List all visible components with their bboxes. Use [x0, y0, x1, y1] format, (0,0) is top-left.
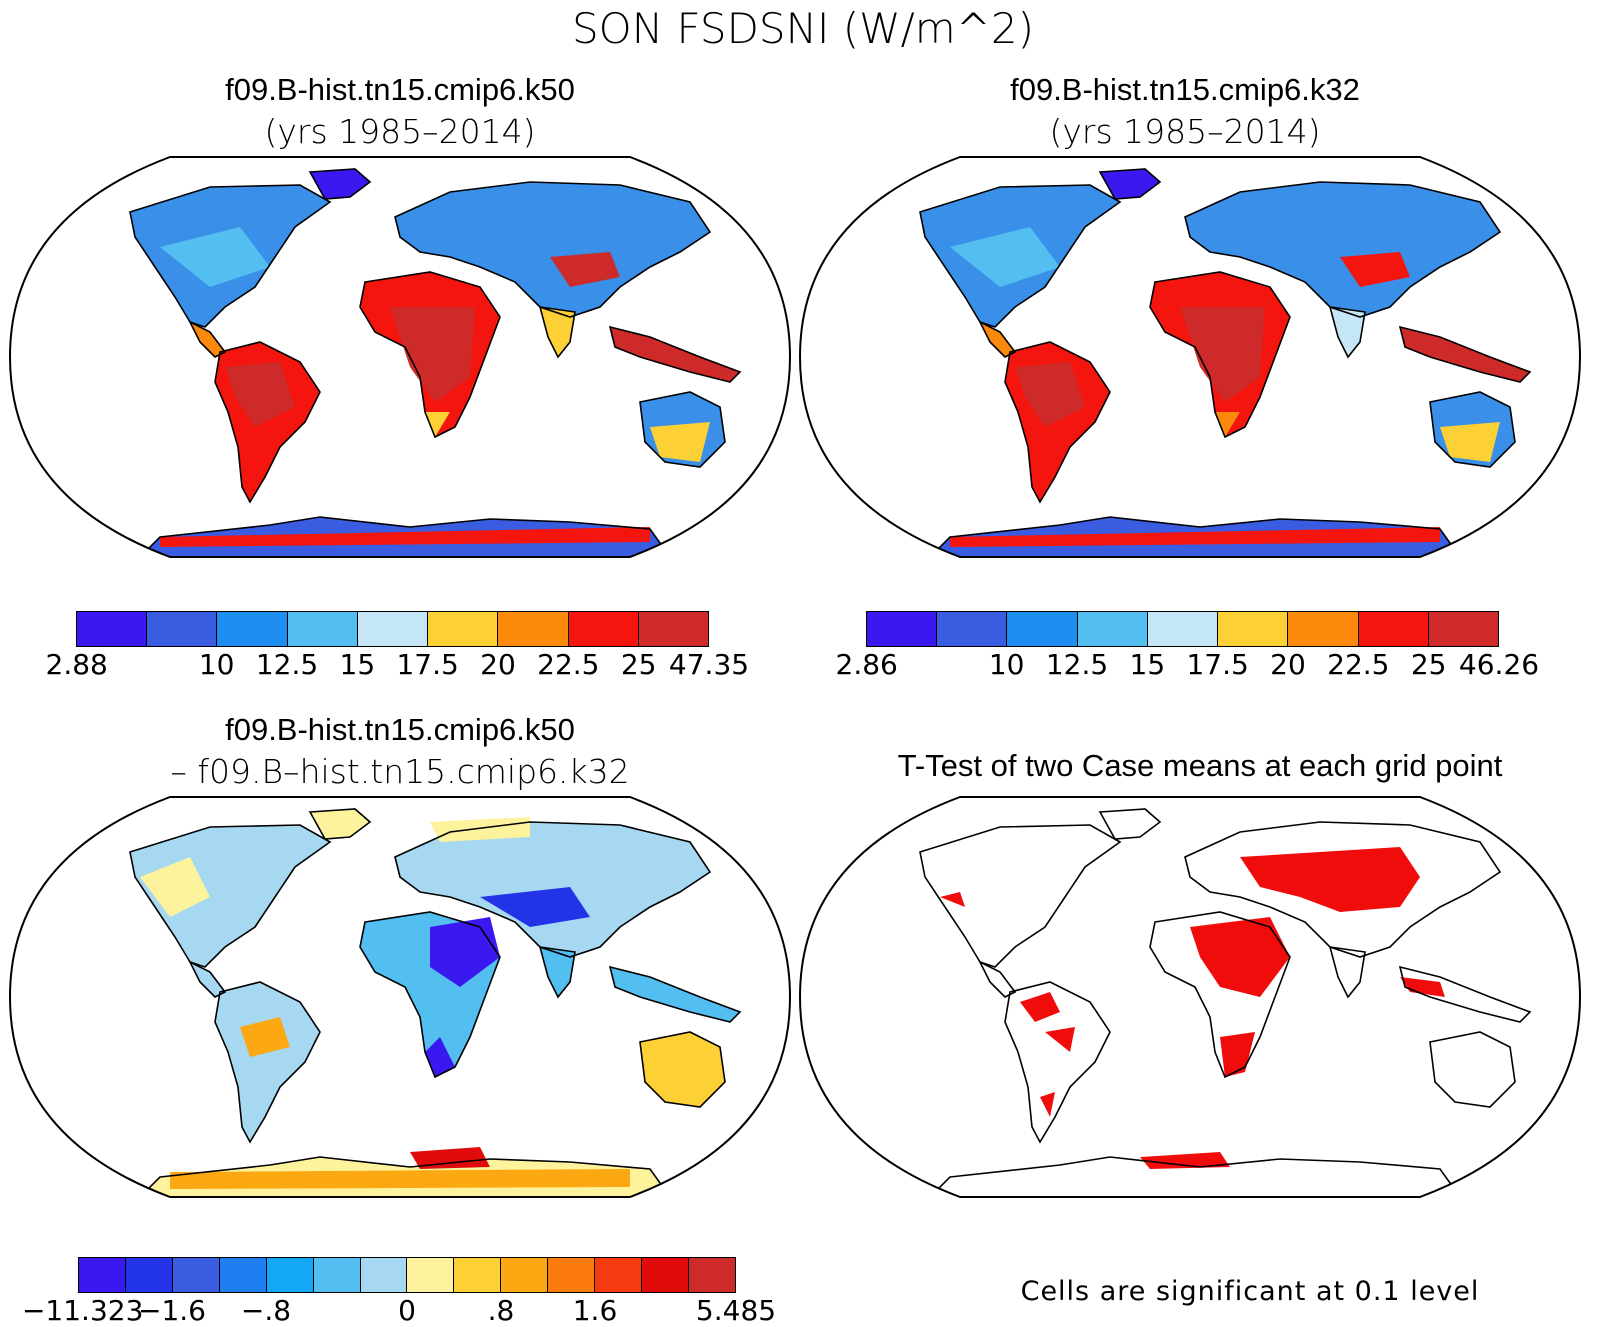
colorbar-swatch	[266, 1258, 314, 1292]
colorbar-tick-label: .8	[487, 1294, 515, 1327]
colorbar-swatch	[1007, 612, 1078, 646]
panel-bl-subtitle: – f09.B–hist.tn15.cmip6.k32	[170, 752, 630, 791]
colorbar-swatch	[147, 612, 218, 646]
figure-title: SON FSDSNI (W/m^2)	[572, 4, 1034, 53]
colorbar-tick-label: 12.5	[1045, 648, 1109, 681]
colorbar-tick-label: 0	[398, 1294, 416, 1327]
colorbar-tick-label: 15	[339, 648, 376, 681]
colorbar-swatch	[501, 1258, 549, 1292]
colorbar-tick-label: 46.26	[1458, 648, 1540, 681]
colorbar-swatch	[217, 612, 288, 646]
panel-tl-subtitle: (yrs 1985–2014)	[264, 112, 536, 151]
colorbar-tick-label: 17.5	[1186, 648, 1249, 681]
colorbar-tick-label: 25	[1410, 648, 1447, 681]
map-top-left	[8, 156, 792, 558]
colorbar-swatch	[688, 1258, 735, 1292]
colorbar-swatch	[595, 1258, 643, 1292]
colorbar-swatch	[360, 1258, 408, 1292]
colorbar-tick-label: 20	[480, 648, 516, 681]
colorbar-swatch	[548, 1258, 596, 1292]
colorbar-swatch	[219, 1258, 267, 1292]
colorbar-swatch	[638, 612, 708, 646]
colorbar-swatch	[77, 612, 148, 646]
colorbar-tick-label: 10	[988, 648, 1025, 681]
panel-br-title: T-Test of two Case means at each grid po…	[897, 748, 1503, 783]
colorbar-swatch	[287, 612, 358, 646]
colorbar-tick-label: 5.485	[695, 1294, 777, 1327]
colorbar-tick-label: 12.5	[255, 648, 319, 681]
panel-tr-title: f09.B-hist.tn15.cmip6.k32	[1010, 72, 1360, 107]
colorbar-swatch	[79, 1258, 126, 1292]
colorbar-swatch	[937, 612, 1008, 646]
colorbar-tick-label: 20	[1270, 648, 1306, 681]
panel-tr-subtitle: (yrs 1985–2014)	[1049, 112, 1321, 151]
map-bottom-left	[8, 796, 792, 1198]
colorbar-swatch	[498, 612, 569, 646]
colorbar-swatch	[1147, 612, 1219, 646]
colorbar-swatch	[172, 1258, 220, 1292]
panel-tl-title: f09.B-hist.tn15.cmip6.k50	[225, 72, 575, 107]
colorbar-tick-label: 22.5	[1327, 648, 1390, 681]
colorbar-tick-label: 47.35	[668, 648, 750, 681]
colorbar-swatch	[1358, 612, 1429, 646]
colorbar-swatch	[313, 1258, 361, 1292]
panel-bl-title: f09.B-hist.tn15.cmip6.k50	[225, 712, 575, 747]
colorbar-tick-label: 1.6	[572, 1294, 618, 1327]
colorbar-tick-label: −11.323	[21, 1294, 144, 1327]
colorbar-swatch	[125, 1258, 173, 1292]
colorbar-swatch	[1288, 612, 1359, 646]
significance-footnote: Cells are significant at 0.1 level	[1020, 1276, 1480, 1307]
colorbar-tick-label: 2.86	[835, 648, 898, 681]
colorbar-swatch	[568, 612, 639, 646]
colorbar-swatch	[1428, 612, 1498, 646]
colorbar-tick-label: −.8	[240, 1294, 292, 1327]
colorbar-swatch	[454, 1258, 502, 1292]
map-top-right	[798, 156, 1582, 558]
colorbar-swatch	[642, 1258, 689, 1292]
colorbar-tick-label: −1.6	[138, 1294, 206, 1327]
colorbar-tick-label: 10	[198, 648, 235, 681]
colorbar-tick-label: 22.5	[537, 648, 600, 681]
colorbar-swatch	[428, 612, 499, 646]
colorbar-tick-label: 2.88	[45, 648, 108, 681]
colorbar-swatch	[357, 612, 429, 646]
colorbar-tick-label: 25	[620, 648, 657, 681]
colorbar-swatch	[1077, 612, 1148, 646]
colorbar-bottom-left	[78, 1257, 736, 1293]
colorbar-top-left	[76, 611, 709, 647]
colorbar-swatch	[1218, 612, 1289, 646]
map-bottom-right	[798, 796, 1582, 1198]
colorbar-tick-label: 15	[1129, 648, 1166, 681]
colorbar-top-right	[866, 611, 1499, 647]
colorbar-tick-label: 17.5	[396, 648, 459, 681]
colorbar-swatch	[867, 612, 938, 646]
colorbar-swatch	[407, 1258, 455, 1292]
